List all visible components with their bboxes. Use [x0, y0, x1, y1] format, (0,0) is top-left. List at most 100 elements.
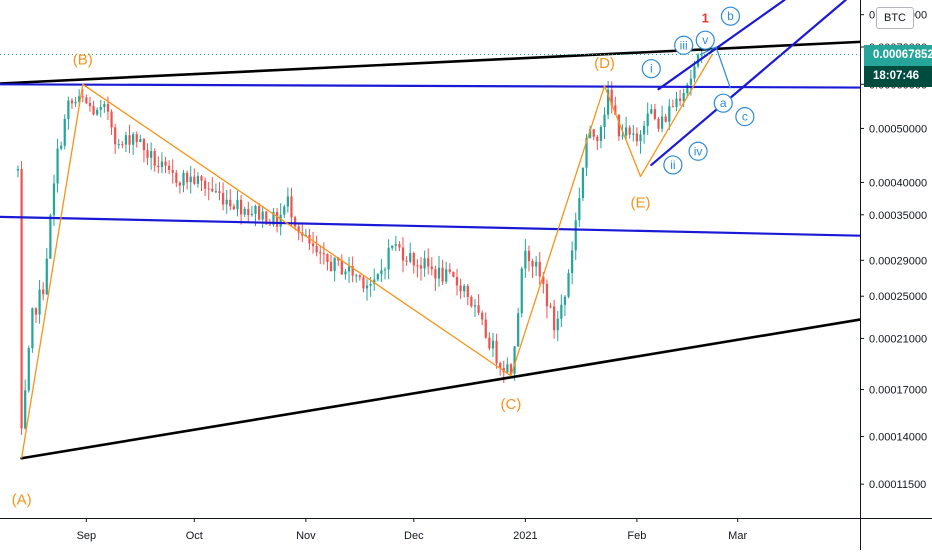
candle: [99, 99, 102, 118]
candle: [106, 96, 110, 120]
y-tick-label: 0.00014000: [869, 432, 927, 444]
candle-body: [617, 114, 621, 137]
candle-body: [150, 151, 153, 158]
candle: [473, 299, 477, 317]
candle: [560, 294, 563, 328]
candle-body: [495, 340, 498, 364]
wave-label-circle: [663, 155, 683, 175]
candle-body: [193, 176, 196, 184]
currency-tag[interactable]: BTC: [876, 7, 914, 29]
wave-label-blue: b: [720, 6, 741, 26]
candle: [261, 206, 264, 228]
candle: [455, 268, 459, 296]
candle: [103, 101, 106, 113]
candle: [326, 253, 329, 271]
candle-body: [67, 100, 70, 119]
candle-body: [114, 127, 117, 145]
candle: [74, 96, 77, 107]
candle-body: [373, 279, 376, 284]
candle-body: [693, 66, 696, 79]
y-tick-label: 0.00025000: [869, 291, 927, 303]
wave-label-orange: (E): [631, 195, 651, 212]
candle: [290, 187, 293, 227]
candle-body: [459, 285, 462, 292]
candle-body: [60, 145, 63, 149]
candle-body: [211, 188, 214, 192]
candle: [581, 167, 585, 202]
candle: [463, 283, 466, 298]
candle-body: [657, 118, 660, 129]
candle: [153, 148, 156, 172]
candle: [203, 177, 207, 197]
candle: [45, 248, 48, 296]
candle-body: [535, 261, 538, 267]
candle: [200, 174, 203, 192]
candle: [211, 177, 214, 193]
candle: [535, 256, 538, 276]
candle-body: [448, 269, 451, 272]
candle-body: [27, 348, 30, 391]
wave-label-blue: a: [713, 93, 733, 113]
candle: [409, 242, 412, 264]
candle-body: [283, 206, 286, 215]
candle: [207, 181, 210, 201]
candle: [49, 213, 52, 259]
candle-body: [383, 269, 387, 271]
candle: [60, 141, 63, 151]
candle-body: [441, 267, 444, 282]
candle-body: [261, 211, 264, 220]
candle: [157, 156, 160, 174]
candle-body: [437, 267, 441, 279]
candle: [301, 222, 304, 243]
candle: [419, 257, 423, 281]
candle-body: [401, 247, 405, 261]
candle: [275, 208, 279, 233]
wave-label-blue: c: [735, 107, 755, 127]
candle-body: [700, 54, 703, 56]
candle: [412, 251, 415, 274]
candle: [495, 333, 498, 369]
candle-body: [340, 260, 343, 275]
candle-body: [74, 101, 77, 104]
candle: [351, 256, 354, 283]
candle: [574, 212, 577, 260]
candle: [506, 357, 509, 374]
candle-body: [70, 100, 74, 104]
candle: [571, 241, 574, 285]
candle-body: [214, 191, 218, 193]
candle: [315, 235, 318, 257]
candle-body: [513, 346, 516, 374]
candle: [178, 181, 182, 194]
candle-body: [686, 84, 689, 94]
candle-body: [315, 246, 318, 253]
candle: [491, 333, 495, 357]
candle: [481, 310, 484, 326]
candle-body: [524, 250, 527, 269]
candle-body: [610, 89, 613, 106]
candle-body: [445, 269, 448, 282]
candle: [164, 156, 167, 173]
candle-body: [182, 172, 185, 186]
candle: [509, 363, 513, 376]
candle-body: [139, 139, 142, 143]
candle: [452, 271, 455, 278]
candle: [308, 229, 311, 251]
candle-body: [347, 266, 351, 272]
candle-body: [275, 211, 279, 227]
candle: [459, 278, 462, 299]
candle: [139, 134, 142, 143]
candle-body: [499, 363, 502, 368]
candle: [398, 241, 401, 252]
wave-label-blue: iv: [688, 141, 708, 161]
candle: [344, 268, 347, 280]
wave-label-text: ii: [670, 158, 675, 172]
candle: [67, 96, 70, 130]
candle-body: [682, 93, 685, 102]
candle: [146, 143, 149, 166]
candle-body: [329, 261, 333, 272]
candle-body: [488, 337, 491, 349]
candle: [664, 113, 667, 123]
